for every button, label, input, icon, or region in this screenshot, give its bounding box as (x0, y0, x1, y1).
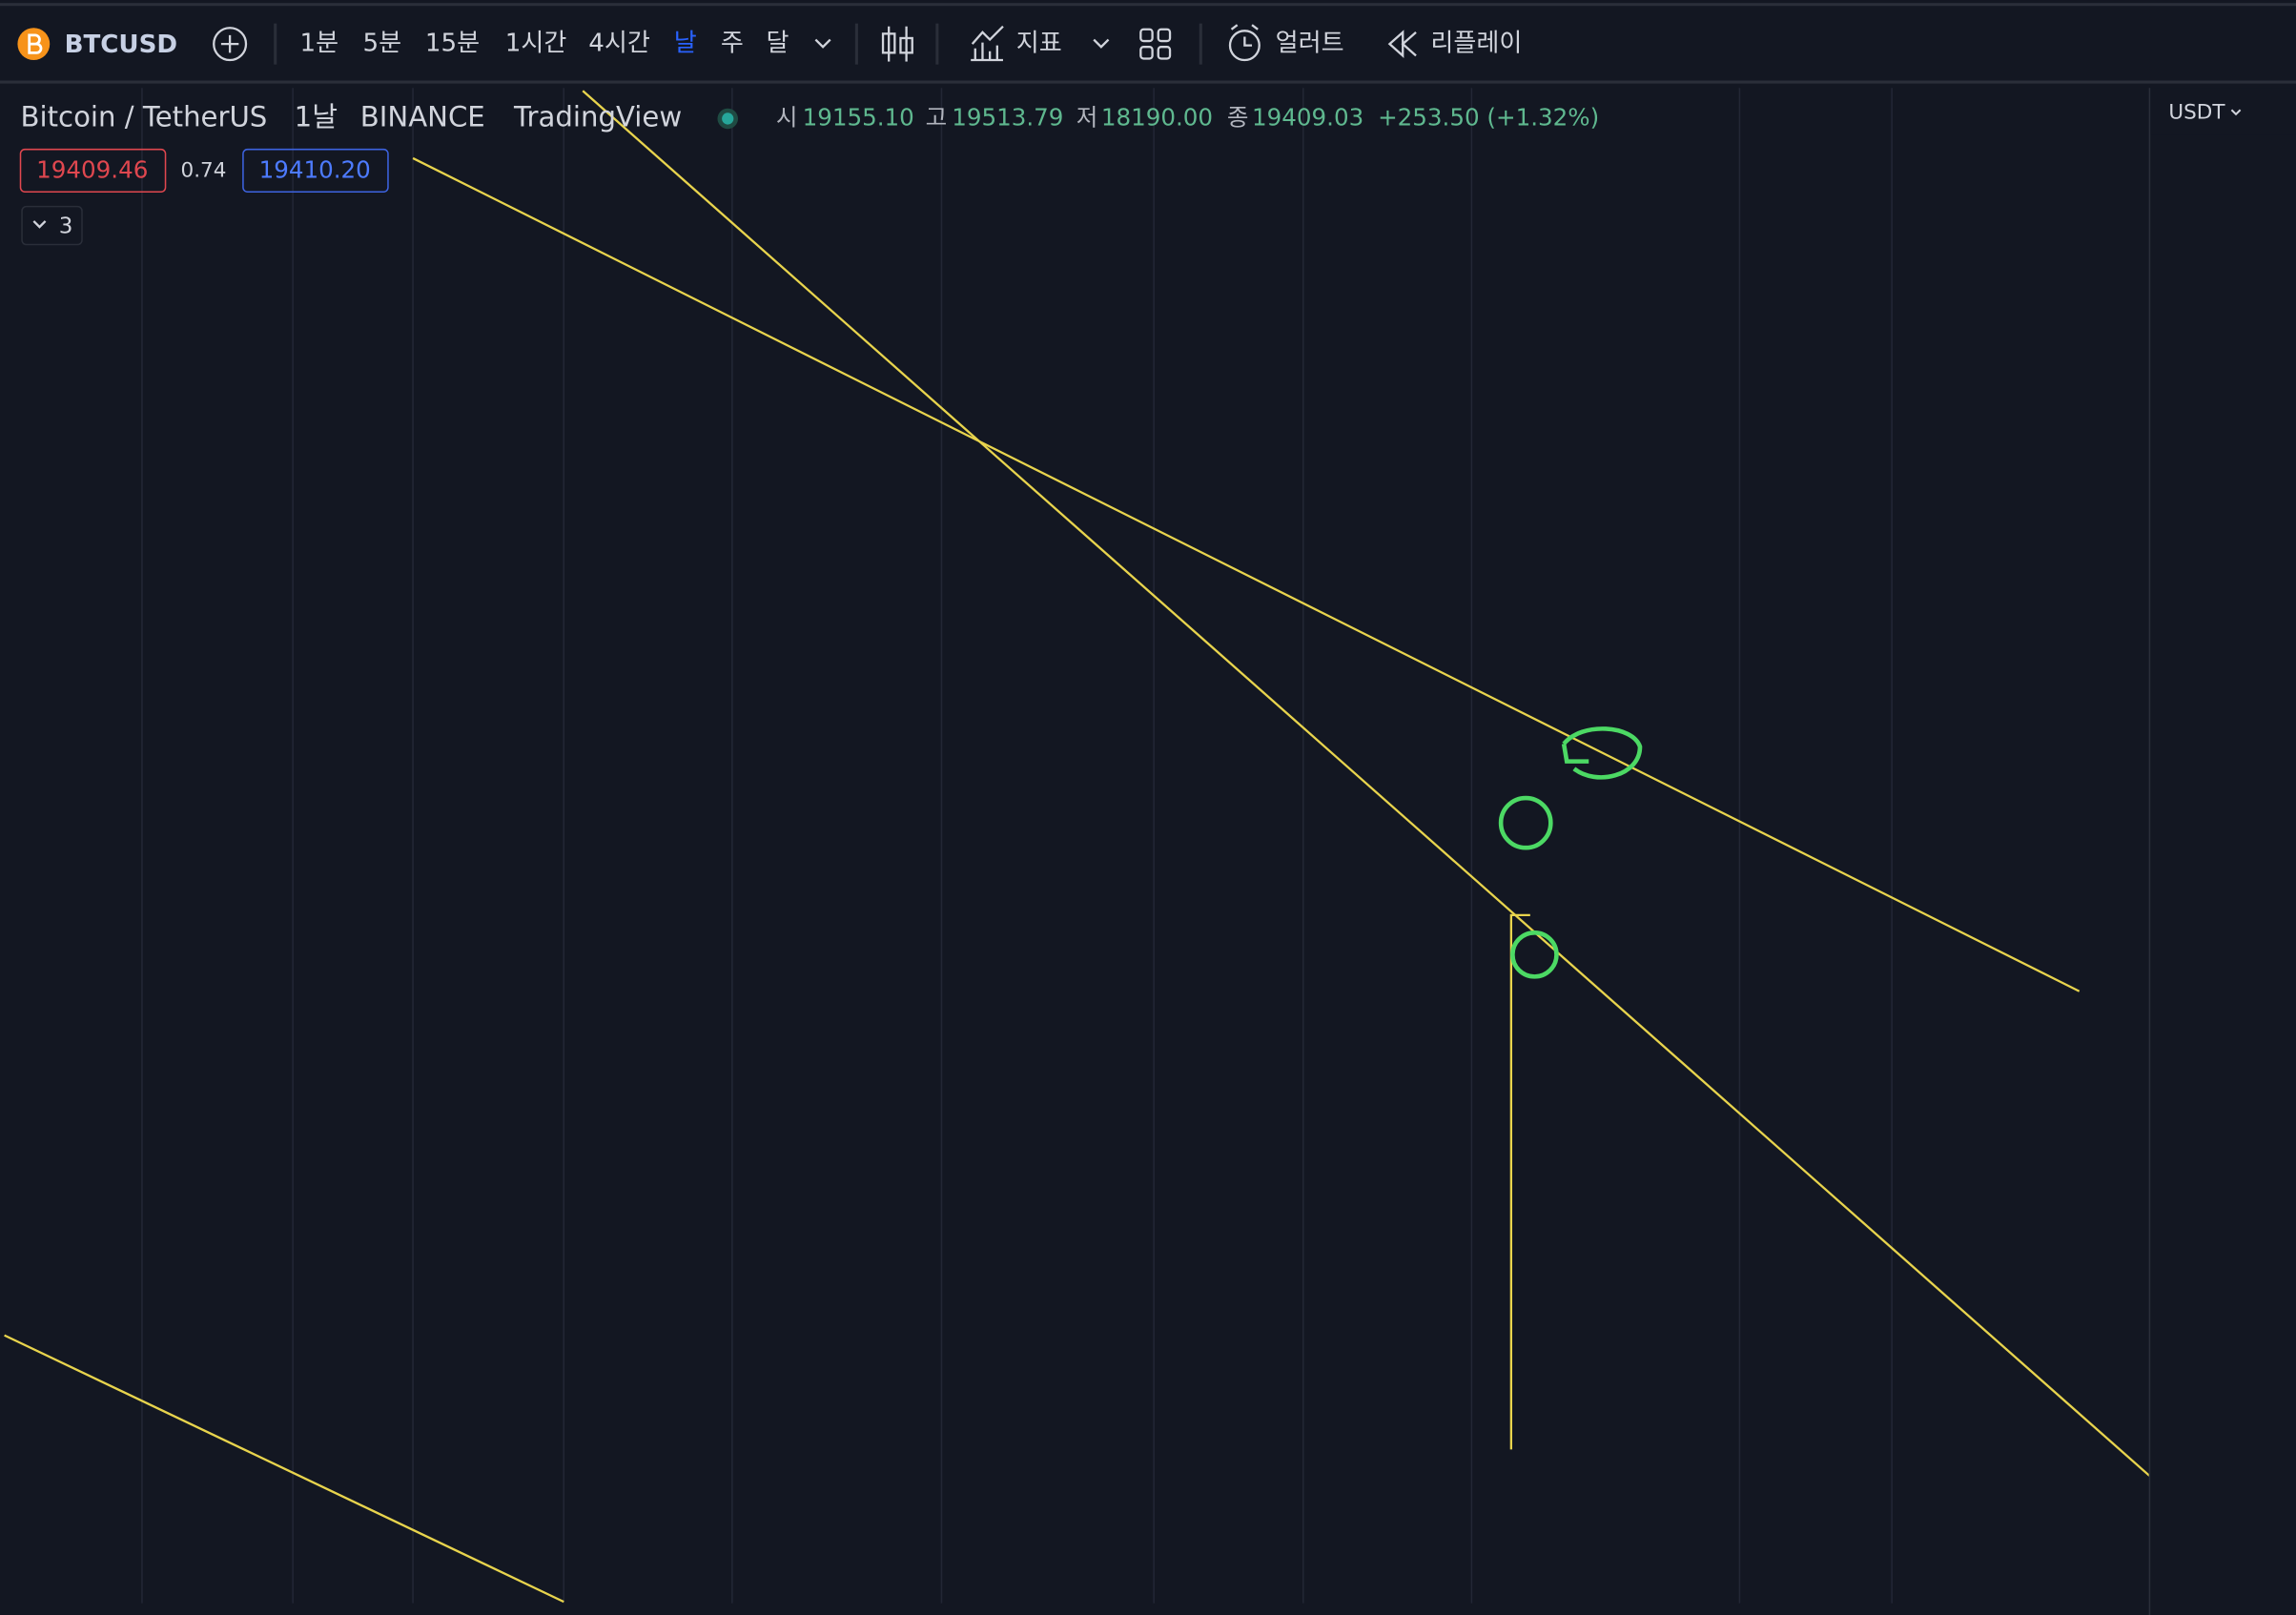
trend-line (582, 90, 2151, 1477)
status-dot (722, 112, 734, 125)
indicators-menu[interactable] (1093, 38, 1110, 49)
interval[interactable]: 5분 (363, 30, 402, 58)
ohlc-label: 종 (1227, 103, 1249, 131)
ohlc-label: 고 (926, 103, 948, 131)
interval[interactable]: 1분 (299, 30, 338, 58)
legend-source: TradingView (513, 100, 682, 133)
chevron (32, 220, 47, 229)
ask[interactable]: 19410.20 (259, 156, 371, 184)
ohlc-value: 19513.79 (952, 103, 1063, 131)
ohlc-value: 19409.03 (1252, 103, 1363, 131)
interval[interactable]: 주 (721, 30, 744, 58)
legend-symbol: Bitcoin / TetherUS (21, 100, 268, 133)
ohlc-label: 시 (776, 103, 798, 131)
highlight-circle (1498, 795, 1553, 850)
alert[interactable]: 얼러트 (1276, 30, 1344, 58)
bid[interactable]: 19409.46 (36, 156, 148, 184)
legend-interval: 1날 (295, 100, 338, 133)
interval[interactable]: 4시간 (588, 30, 650, 58)
chevron (2230, 109, 2242, 116)
alert-icon[interactable] (1228, 24, 1261, 62)
trend-line (4, 1334, 564, 1604)
symbol-icon-glyph (28, 33, 43, 54)
ohlc-label: 저 (1076, 103, 1098, 131)
indicator-toggle[interactable] (21, 205, 83, 246)
layout-icon[interactable] (1139, 28, 1172, 60)
axis-panel (2149, 88, 2296, 1615)
ask-box[interactable] (242, 148, 389, 193)
replay[interactable]: 리플레이 (1430, 30, 1522, 58)
bid-box[interactable] (19, 148, 167, 193)
chart-type[interactable] (881, 26, 913, 62)
add-symbol[interactable] (213, 27, 248, 62)
currency-unit[interactable]: USDT (2168, 100, 2225, 124)
trend-line (412, 156, 2081, 992)
symbol[interactable]: BTCUSD (65, 31, 177, 59)
replay-icon[interactable] (1387, 30, 1417, 58)
axis-header[interactable]: USDT (2150, 88, 2296, 135)
spread: 0.74 (181, 159, 227, 183)
ohlc-value: 18190.00 (1101, 103, 1213, 131)
interval[interactable]: 15분 (425, 30, 480, 58)
indicators[interactable]: 지표 (1016, 30, 1062, 58)
price-axis (2148, 88, 2296, 1615)
indicators-icon[interactable] (971, 25, 1004, 62)
interval-menu[interactable] (814, 38, 831, 49)
indicator-count[interactable]: 3 (59, 215, 73, 239)
legend-exchange: BINANCE (360, 100, 485, 133)
legend: Bitcoin / TetherUS 1날 BINANCE TradingVie… (19, 100, 1599, 246)
toolbar: BTCUSD 1분 5분 15분 1시간 4시간 날 주 달 지표 얼러트 (0, 0, 2296, 84)
interval-active[interactable]: 날 (674, 30, 697, 58)
grid (141, 88, 1893, 1604)
axis-header-bg (2150, 88, 2296, 135)
drawings (4, 90, 2151, 1604)
trend-line (1509, 913, 1530, 1450)
ohlc-value: 19155.10 (803, 103, 914, 131)
change: +253.50 (+1.32%) (1378, 103, 1599, 131)
interval[interactable]: 달 (766, 30, 789, 58)
highlight-circle (1510, 930, 1559, 979)
plus (220, 34, 239, 53)
interval[interactable]: 1시간 (505, 30, 567, 58)
freehand-drawing (1561, 726, 1643, 780)
